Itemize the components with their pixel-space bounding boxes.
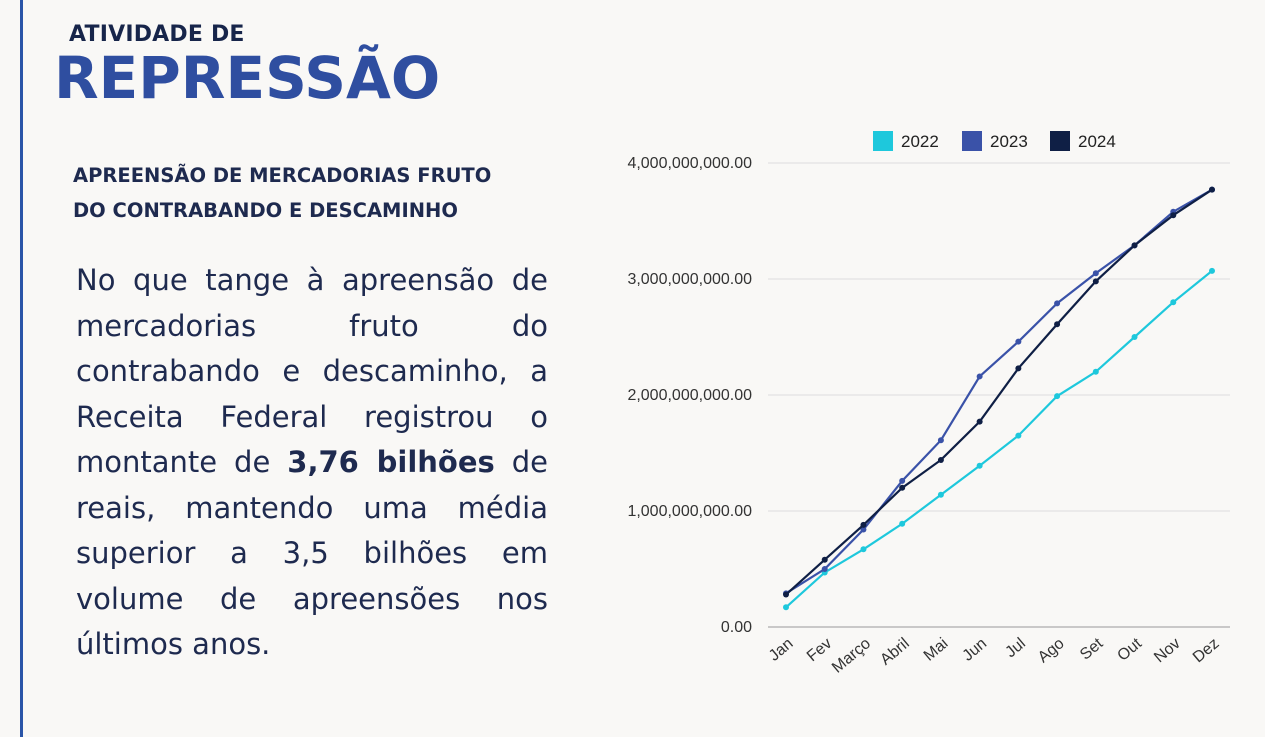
data-point-2024 bbox=[1015, 365, 1022, 372]
x-tick-label: Dez bbox=[1190, 635, 1223, 666]
x-tick-label: Jul bbox=[1002, 635, 1029, 661]
data-point-2024 bbox=[821, 556, 828, 563]
legend-swatch bbox=[873, 131, 893, 151]
data-point-2022 bbox=[937, 491, 944, 498]
x-tick-label: Abril bbox=[877, 635, 912, 669]
body-paragraph: No que tange à apreensão de mercadorias … bbox=[76, 258, 548, 668]
data-point-2024 bbox=[1092, 278, 1099, 285]
data-point-2023 bbox=[976, 373, 983, 380]
data-point-2023 bbox=[1092, 270, 1099, 277]
legend-label: 2023 bbox=[990, 132, 1028, 151]
data-point-2024 bbox=[899, 484, 906, 491]
y-tick-label: 0.00 bbox=[721, 619, 752, 636]
x-tick-label: Jun bbox=[960, 635, 991, 665]
body-highlight: 3,76 bilhões bbox=[287, 445, 495, 479]
subtitle-line: DO CONTRABANDO E DESCAMINHO bbox=[73, 199, 458, 222]
accent-border bbox=[20, 0, 23, 737]
data-point-2022 bbox=[899, 520, 906, 527]
data-point-2024 bbox=[937, 456, 944, 463]
x-tick-label: Out bbox=[1114, 635, 1145, 665]
x-tick-label: Março bbox=[829, 635, 874, 677]
y-tick-label: 1,000,000,000.00 bbox=[627, 503, 752, 520]
y-tick-label: 4,000,000,000.00 bbox=[627, 155, 752, 172]
x-tick-label: Mai bbox=[921, 635, 952, 665]
data-point-2022 bbox=[976, 462, 983, 469]
data-point-2022 bbox=[1054, 393, 1061, 400]
data-point-2024 bbox=[1131, 242, 1138, 249]
x-tick-label: Ago bbox=[1035, 635, 1068, 666]
body-text: No que tange à apreensão de mercadorias … bbox=[76, 263, 548, 479]
data-point-2023 bbox=[821, 566, 828, 572]
data-point-2022 bbox=[1209, 267, 1215, 274]
y-tick-label: 2,000,000,000.00 bbox=[627, 387, 752, 404]
data-point-2022 bbox=[783, 604, 789, 611]
section-subtitle: APREENSÃO DE MERCADORIAS FRUTO DO CONTRA… bbox=[73, 158, 553, 228]
data-point-2022 bbox=[1131, 334, 1138, 340]
x-tick-label: Set bbox=[1077, 635, 1107, 664]
body-text: de reais, mantendo uma média superior a … bbox=[76, 445, 548, 661]
data-point-2022 bbox=[860, 546, 867, 553]
data-point-2024 bbox=[1170, 212, 1177, 219]
x-tick-label: Nov bbox=[1151, 635, 1184, 666]
data-point-2022 bbox=[1170, 299, 1177, 306]
data-point-2022 bbox=[1092, 368, 1099, 375]
data-point-2023 bbox=[937, 437, 944, 444]
data-point-2024 bbox=[976, 418, 983, 425]
data-point-2023 bbox=[860, 526, 867, 533]
data-point-2023 bbox=[1054, 300, 1061, 307]
series-line-2023 bbox=[785, 188, 1213, 595]
data-point-2024 bbox=[1054, 321, 1061, 328]
data-point-2024 bbox=[783, 591, 789, 598]
legend-label: 2024 bbox=[1078, 132, 1116, 151]
data-point-2024 bbox=[1209, 186, 1215, 193]
data-point-2023 bbox=[899, 477, 906, 484]
legend-swatch bbox=[962, 131, 982, 151]
data-point-2022 bbox=[1015, 432, 1022, 439]
page-title: REPRESSÃO bbox=[54, 44, 441, 112]
x-tick-label: Fev bbox=[804, 635, 835, 665]
series-line-2022 bbox=[785, 270, 1213, 609]
x-tick-label: Jan bbox=[766, 635, 797, 665]
legend-label: 2022 bbox=[901, 132, 939, 151]
data-point-2024 bbox=[860, 521, 867, 528]
subtitle-line: APREENSÃO DE MERCADORIAS FRUTO bbox=[73, 164, 492, 187]
series-line-2024 bbox=[785, 188, 1213, 596]
y-tick-label: 3,000,000,000.00 bbox=[627, 271, 752, 288]
data-point-2023 bbox=[1015, 338, 1022, 345]
page-kicker: ATIVIDADE DE bbox=[69, 22, 245, 47]
legend-swatch bbox=[1050, 131, 1070, 151]
